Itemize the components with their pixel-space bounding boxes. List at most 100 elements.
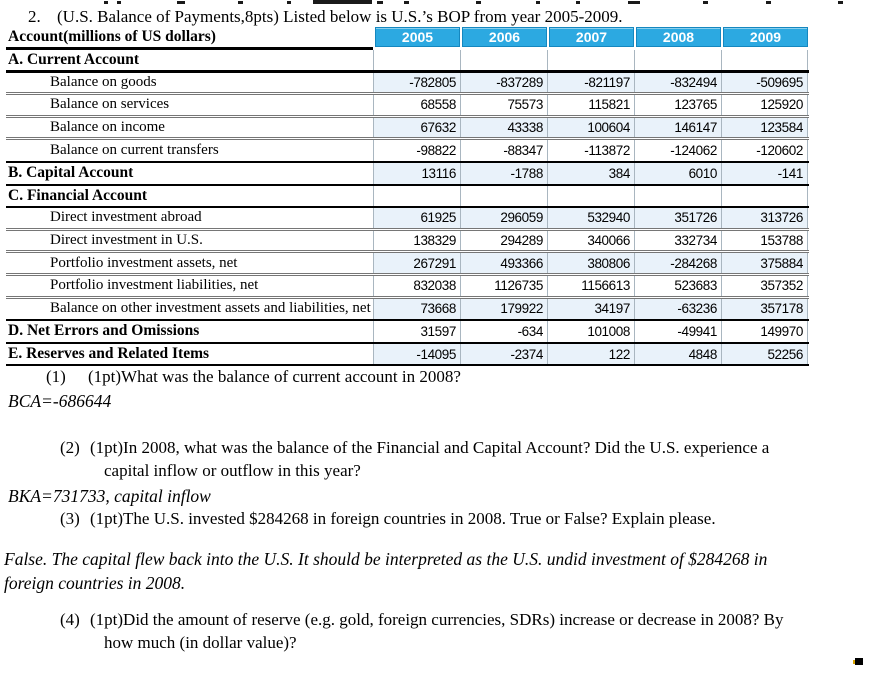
table-row: A. Current Account — [6, 50, 809, 73]
cut-text-fragment — [766, 1, 771, 4]
question-4-text-line1: (1pt)Did the amount of reserve (e.g. gol… — [90, 610, 784, 629]
value-cell: -14095 — [373, 343, 460, 365]
answer-2: BKA=731733, capital inflow — [8, 486, 211, 506]
question-title: 2. (U.S. Balance of Payments,8pts) Listed… — [28, 7, 858, 27]
row-label: C. Financial Account — [6, 185, 373, 207]
cut-text-fragment — [476, 1, 481, 4]
table-row: Balance on other investment assets and l… — [6, 298, 809, 322]
value-cell — [547, 50, 634, 70]
value-cell: 294289 — [460, 230, 547, 251]
value-cell: -509695 — [721, 72, 808, 93]
value-cell: -124062 — [634, 140, 721, 161]
value-cell: 332734 — [634, 230, 721, 251]
bop-table-body: A. Current Account Balance on goods -78280… — [6, 50, 809, 367]
cut-text-fragment — [536, 1, 540, 4]
value-cell: 122 — [547, 343, 634, 365]
row-label: Balance on income — [6, 117, 373, 138]
year-header-cell: 2005 — [375, 27, 460, 47]
table-row: C. Financial Account — [6, 185, 809, 209]
table-row: Balance on current transfers -98822 -88347… — [6, 140, 809, 163]
cut-text-fragment — [703, 1, 708, 4]
cut-text-fragment — [287, 1, 291, 4]
value-cell: 179922 — [460, 298, 547, 320]
answer-1: BCA=-686644 — [8, 391, 112, 411]
row-label: Direct investment abroad — [6, 208, 373, 228]
cut-text-fragment — [238, 1, 243, 4]
question-4-line2: how much (in dollar value)? — [104, 633, 297, 652]
question-1-text: (1pt)What was the balance of current acc… — [88, 367, 461, 386]
value-cell: 523683 — [634, 275, 721, 296]
value-cell: 68558 — [373, 95, 460, 115]
row-label: A. Current Account — [6, 50, 373, 70]
value-cell: -141 — [721, 162, 808, 184]
table-row: Portfolio investment liabilities, net 832… — [6, 275, 809, 299]
row-label: Balance on other investment assets and l… — [6, 298, 373, 320]
value-cell: 1126735 — [460, 275, 547, 296]
value-cell: -782805 — [373, 72, 460, 93]
row-label: Balance on current transfers — [6, 140, 373, 161]
year-header-cell: 2008 — [636, 27, 721, 47]
value-cell: 115821 — [547, 95, 634, 115]
table-row: Balance on income 67632 43338 100604 146147 1… — [6, 117, 809, 141]
value-cell: -837289 — [460, 72, 547, 93]
value-cell — [634, 185, 721, 207]
value-cell: 73668 — [373, 298, 460, 320]
cut-text-fragment — [104, 1, 108, 4]
value-cell: 493366 — [460, 253, 547, 273]
table-header-row: Account(millions of US dollars) 2005 2006… — [6, 27, 809, 50]
answer-3-line2: foreign countries in 2008. — [4, 573, 186, 593]
row-label: Portfolio investment liabilities, net — [6, 275, 373, 296]
value-cell: -821197 — [547, 72, 634, 93]
answer-3-line1: False. The capital flew back into the U.… — [4, 549, 768, 569]
value-cell: 75573 — [460, 95, 547, 115]
value-cell: 1156613 — [547, 275, 634, 296]
table-row: Direct investment in U.S. 138329 294289 340… — [6, 230, 809, 254]
value-cell: 532940 — [547, 208, 634, 228]
year-header-cell: 2007 — [549, 27, 634, 47]
value-cell — [373, 185, 460, 207]
value-cell: 832038 — [373, 275, 460, 296]
row-label: Balance on goods — [6, 72, 373, 93]
value-cell: 67632 — [373, 117, 460, 138]
question-3-number: (3) — [60, 509, 80, 528]
year-header-cell: 2006 — [462, 27, 547, 47]
value-cell: -49941 — [634, 321, 721, 342]
value-cell: -88347 — [460, 140, 547, 161]
value-cell — [460, 50, 547, 70]
value-cell: 267291 — [373, 253, 460, 273]
value-cell — [373, 50, 460, 70]
bop-table: Account(millions of US dollars) 2005 2006… — [6, 27, 809, 367]
value-cell: 31597 — [373, 321, 460, 342]
value-cell: -63236 — [634, 298, 721, 320]
value-cell: 375884 — [721, 253, 808, 273]
row-label: E. Reserves and Related Items — [6, 343, 373, 365]
value-cell: 6010 — [634, 162, 721, 184]
value-cell — [547, 185, 634, 207]
cut-text-fragment — [404, 1, 409, 4]
value-cell: 149970 — [721, 321, 808, 342]
question-2-line1: (2) (1pt)In 2008, what was the balance of… — [60, 438, 769, 458]
value-cell: 380806 — [547, 253, 634, 273]
value-cell — [634, 50, 721, 70]
value-cell: 43338 — [460, 117, 547, 138]
question-3: (3) (1pt)The U.S. invested $284268 in for… — [60, 509, 716, 529]
question-2-line2: capital inflow or outflow in this year? — [104, 461, 361, 480]
value-cell: -832494 — [634, 72, 721, 93]
value-cell: -634 — [460, 321, 547, 342]
question-3-text: (1pt)The U.S. invested $284268 in foreig… — [90, 509, 716, 528]
value-cell: 123584 — [721, 117, 808, 138]
value-cell: 125920 — [721, 95, 808, 115]
value-cell: 52256 — [721, 343, 808, 365]
year-header-cell: 2009 — [723, 27, 808, 47]
value-cell: 153788 — [721, 230, 808, 251]
value-cell: 351726 — [634, 208, 721, 228]
table-row: E. Reserves and Related Items -14095 -2374… — [6, 343, 809, 367]
value-cell: -284268 — [634, 253, 721, 273]
table-row: Direct investment abroad 61925 296059 53294… — [6, 208, 809, 231]
cut-text-fragment — [628, 1, 640, 4]
row-label: Portfolio investment assets, net — [6, 253, 373, 273]
value-cell: 357352 — [721, 275, 808, 296]
cut-text-fragment — [838, 1, 843, 4]
question-title-text: (U.S. Balance of Payments,8pts) Listed b… — [57, 7, 623, 26]
value-cell — [721, 50, 808, 70]
